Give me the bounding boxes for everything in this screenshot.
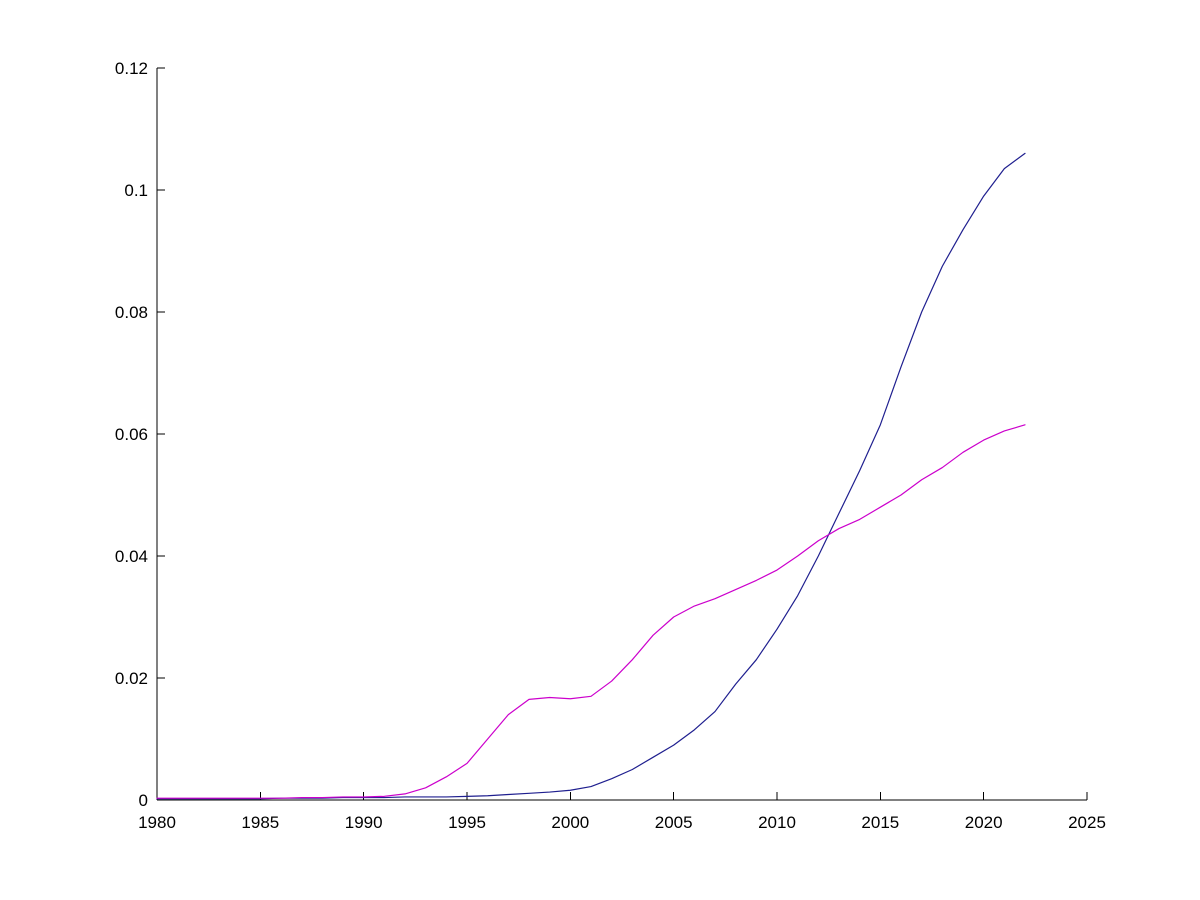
x-tick-label: 2005 xyxy=(655,813,693,832)
y-tick-label: 0.1 xyxy=(124,181,148,200)
x-tick-label: 2015 xyxy=(861,813,899,832)
y-tick-label: 0.08 xyxy=(115,303,148,322)
x-tick-label: 2010 xyxy=(758,813,796,832)
y-tick-label: 0.04 xyxy=(115,547,148,566)
x-tick-label: 1990 xyxy=(345,813,383,832)
x-tick-label: 1995 xyxy=(448,813,486,832)
y-tick-label: 0 xyxy=(139,791,148,810)
series-dark-blue-line xyxy=(156,152,1026,800)
y-tick-label: 0.12 xyxy=(115,59,148,78)
x-tick-label: 2025 xyxy=(1068,813,1106,832)
series-magenta-line xyxy=(156,424,1026,799)
x-tick-label: 2000 xyxy=(551,813,589,832)
x-tick-label: 1985 xyxy=(241,813,279,832)
x-tick-label: 1980 xyxy=(138,813,176,832)
y-tick-label: 0.06 xyxy=(115,425,148,444)
y-tick-label: 0.02 xyxy=(115,669,148,688)
x-tick-label: 2020 xyxy=(965,813,1003,832)
